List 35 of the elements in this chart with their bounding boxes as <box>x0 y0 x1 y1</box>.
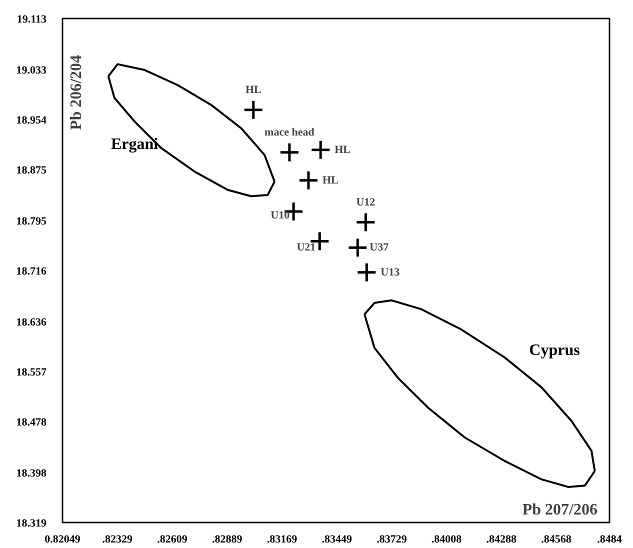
annotation: HL <box>245 84 262 96</box>
y-tick-label: 19.033 <box>16 64 47 76</box>
x-tick-label: .83729 <box>376 534 408 546</box>
annotation: HL <box>322 174 338 186</box>
y-tick-label: 18.398 <box>16 467 47 480</box>
annotation: U12 <box>356 196 376 208</box>
y-tick-label: 18.478 <box>16 416 47 429</box>
x-tick-label: .82609 <box>157 534 188 546</box>
series-label: Ergani <box>110 136 159 153</box>
series-label: Cyprus <box>529 342 580 359</box>
x-tick-label: .84568 <box>541 534 572 546</box>
annotation: U37 <box>370 242 390 254</box>
y-axis-title: Pb 206/204 <box>68 54 85 130</box>
annotation: U21 <box>296 241 316 254</box>
x-tick-label: .84008 <box>431 534 462 546</box>
x-tick-label: .8484 <box>597 534 622 546</box>
x-tick-label: .83169 <box>266 534 298 546</box>
x-tick-label: .82889 <box>212 534 243 546</box>
y-tick-label: 18.795 <box>16 215 47 228</box>
x-tick-label: .83449 <box>322 534 353 546</box>
annotation: mace head <box>264 126 314 138</box>
y-tick-label: 18.716 <box>16 266 47 278</box>
x-tick-label: .84288 <box>486 534 517 546</box>
y-tick-label: 18.319 <box>16 518 47 530</box>
x-tick-label: 0.82049 <box>44 534 81 546</box>
y-tick-label: 18.875 <box>16 164 47 177</box>
y-tick-label: 19.113 <box>16 14 47 26</box>
x-tick-label: .82329 <box>102 534 133 546</box>
annotation: U10 <box>270 209 290 222</box>
annotation: HL <box>334 144 351 156</box>
y-tick-label: 18.954 <box>16 114 47 126</box>
y-tick-label: 18.557 <box>16 366 47 378</box>
y-tick-label: 18.636 <box>16 316 47 328</box>
annotation: U13 <box>380 266 400 278</box>
x-axis-title: Pb 207/206 <box>522 502 598 518</box>
